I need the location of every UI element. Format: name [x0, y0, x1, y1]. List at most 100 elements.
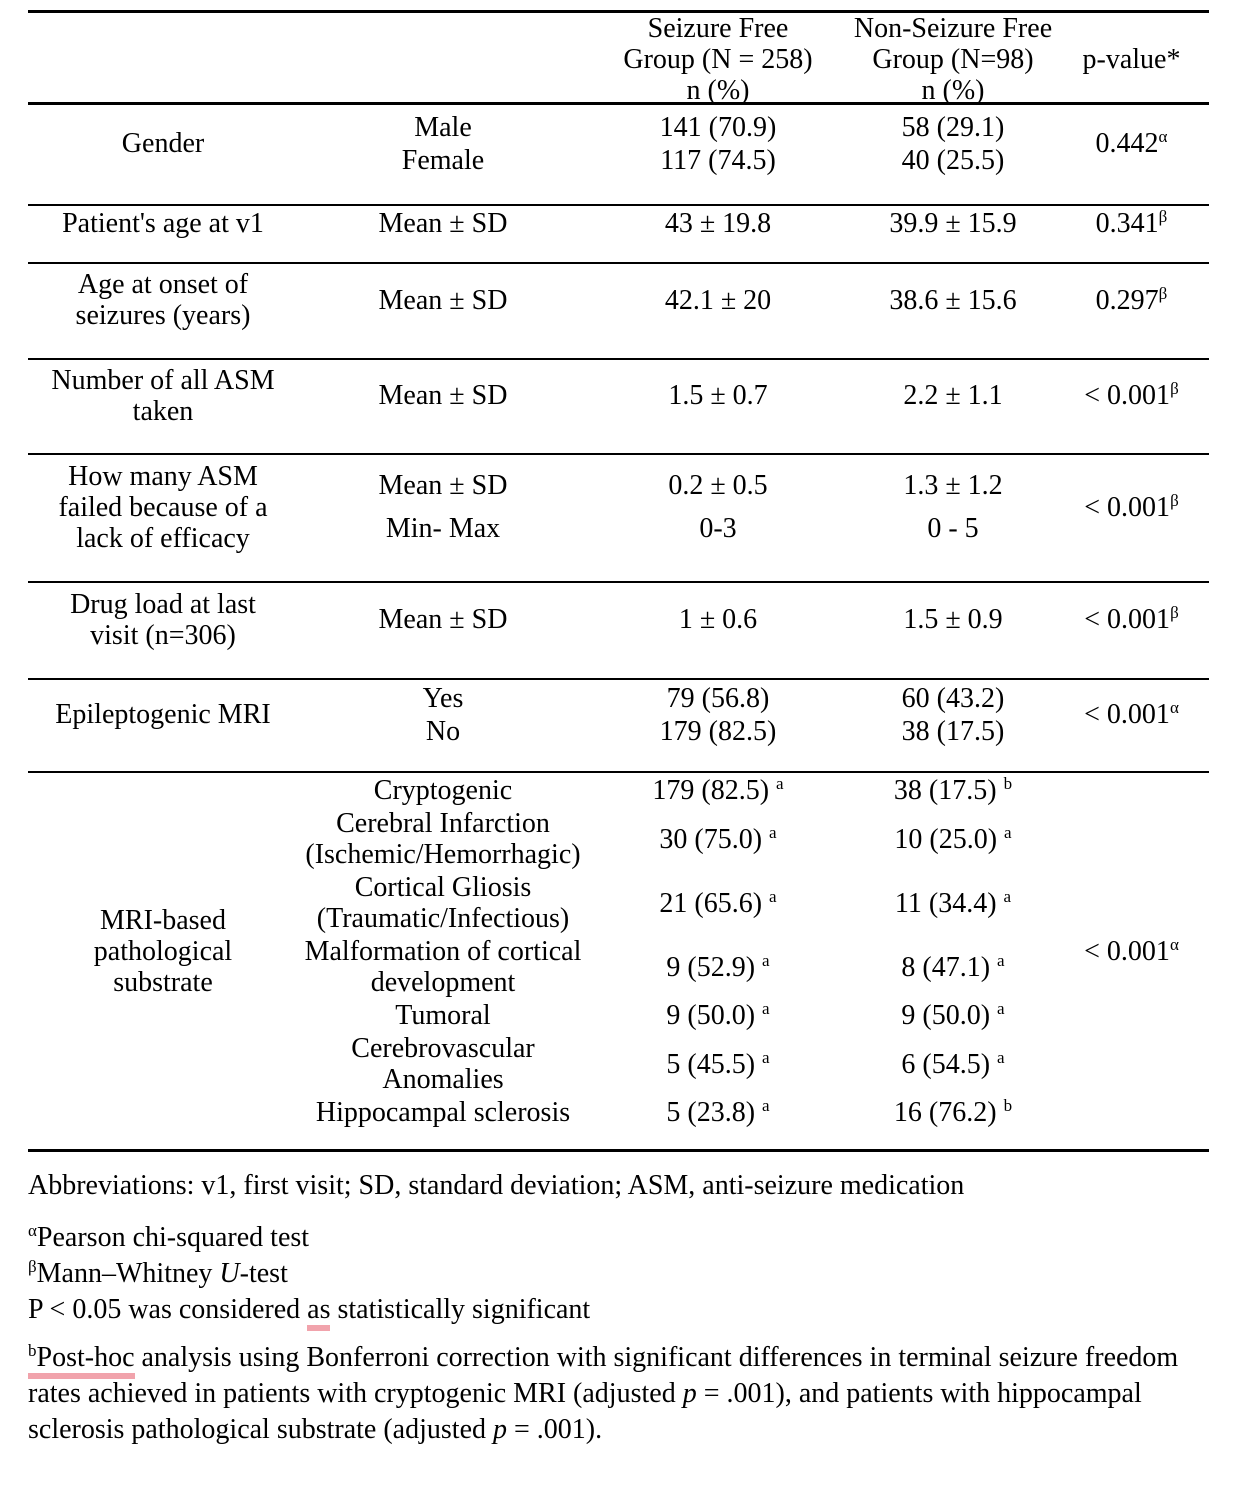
row-label: How many ASM failed because of a lack of… [58, 460, 268, 554]
row-label: Gender [121, 128, 205, 159]
u-test-italic: U [219, 1258, 240, 1289]
table-row: Hippocampal sclerosis 5 (23.8) a 16 (76.2… [298, 1097, 1058, 1128]
header-line: Seizure Free [647, 13, 789, 44]
posthoc-note: bPost-hoc analysis using Bonferroni corr… [28, 1341, 1179, 1445]
non-seizure-free-value: 2.2 ± 1.1 [903, 380, 1003, 411]
stat-type: Mean ± SD [378, 208, 508, 239]
table-row: Male 141 (70.9) 58 (29.1) [298, 112, 1058, 143]
grammar-underline-posthoc: bPost-hoc [28, 1342, 135, 1379]
seizure-free-value: 5 (23.8) a [666, 1096, 770, 1128]
header-seizure-free-group: Seizure Free Group (N = 258) n (%) [588, 13, 848, 106]
non-seizure-free-value: 16 (76.2) b [893, 1096, 1013, 1128]
stat-type: Mean ± SD [378, 380, 508, 411]
seizure-free-value: 30 (75.0) a [659, 822, 777, 855]
row-group-epileptogenic-mri: Epileptogenic MRI Yes 79 (56.8) 60 (43.2… [28, 680, 1209, 773]
seizure-free-value: 1.5 ± 0.7 [668, 380, 768, 411]
grammar-underline-as: as [307, 1294, 331, 1331]
stat-type: Mean ± SD [378, 470, 508, 501]
row-label: MRI-based pathological substrate [93, 905, 233, 998]
stat-type: Cryptogenic [373, 775, 513, 806]
table-header-row: Seizure Free Group (N = 258) n (%) Non-S… [28, 13, 1209, 106]
p-italic: p [682, 1378, 697, 1409]
non-seizure-free-value: 38.6 ± 15.6 [889, 284, 1017, 316]
table-row: Mean ± SD 43 ± 19.8 39.9 ± 15.9 [298, 208, 1058, 239]
p-value: < 0.001α [1084, 935, 1179, 967]
non-seizure-free-value: 38 (17.5) b [893, 774, 1013, 806]
table-row: No 179 (82.5) 38 (17.5) [298, 716, 1058, 747]
significance-superscript: a [1003, 886, 1012, 906]
p-value-superscript: α [1158, 127, 1168, 146]
significance-superscript: a [776, 774, 784, 793]
significance-superscript: a [769, 886, 777, 906]
non-seizure-free-value: 39.9 ± 15.9 [889, 208, 1017, 239]
non-seizure-free-value: 8 (47.1) a [901, 950, 1005, 983]
non-seizure-free-value: 40 (25.5) [901, 144, 1005, 176]
abbreviations-note: Abbreviations: v1, first visit; SD, stan… [28, 1170, 965, 1201]
significance-superscript: a [1004, 822, 1012, 842]
p-value: 0.341β [1095, 207, 1168, 239]
non-seizure-free-value: 0 - 5 [927, 513, 979, 544]
non-seizure-free-value: 1.3 ± 1.2 [903, 470, 1003, 501]
b-superscript: b [28, 1341, 37, 1360]
stat-type: No [425, 715, 461, 747]
p-value-superscript: α [1169, 935, 1179, 954]
p-value-superscript: α [1169, 698, 1179, 717]
seizure-free-value: 0.2 ± 0.5 [668, 470, 768, 501]
row-group-drug-load: Drug load at last visit (n=306) Mean ± S… [28, 583, 1209, 680]
statistical-test-notes: αPearson chi-squared test βMann–Whitney … [28, 1220, 1208, 1331]
p-value-superscript: β [1158, 207, 1168, 226]
alpha-superscript: α [28, 1221, 37, 1240]
p-value: < 0.001β [1084, 603, 1179, 635]
table-row: Yes 79 (56.8) 60 (43.2) [298, 683, 1058, 714]
p-value: < 0.001β [1084, 490, 1179, 523]
non-seizure-free-value: 60 (43.2) [901, 682, 1005, 714]
significance-superscript: b [1003, 774, 1013, 793]
table-row: Mean ± SD 0.2 ± 0.5 1.3 ± 1.2 [298, 470, 1058, 501]
p-value-superscript: β [1170, 603, 1179, 622]
seizure-free-value: 43 ± 19.8 [664, 208, 772, 239]
row-label: Patient's age at v1 [62, 208, 264, 239]
non-seizure-free-value: 11 (34.4) a [894, 886, 1012, 919]
non-seizure-free-value: 9 (50.0) a [901, 999, 1005, 1031]
significance-superscript: a [762, 1096, 770, 1115]
significance-superscript: a [997, 999, 1005, 1018]
table-row: Min- Max 0-3 0 - 5 [298, 513, 1058, 544]
p-value-superscript: β [1170, 379, 1179, 398]
stat-type: Cortical Gliosis (Traumatic/Infectious) [316, 872, 570, 934]
row-label: Epileptogenic MRI [55, 699, 271, 730]
non-seizure-free-value: 58 (29.1) [901, 111, 1005, 143]
row-label: Age at onset of seizures (years) [75, 269, 251, 331]
beta-superscript: β [28, 1257, 37, 1276]
non-seizure-free-value: 10 (25.0) a [894, 822, 1012, 855]
seizure-free-value: 179 (82.5) [659, 715, 777, 747]
row-group-gender: Gender Male 141 (70.9) 58 (29.1) Female … [28, 105, 1209, 206]
p-value-superscript: β [1170, 490, 1179, 510]
header-line: Non-Seizure Free [853, 13, 1053, 44]
row-label: Drug load at last visit (n=306) [70, 588, 256, 651]
seizure-free-value: 9 (50.0) a [666, 999, 770, 1031]
table-row: Cerebral Infarction (Ischemic/Hemorrhagi… [298, 808, 1058, 870]
table-row: Cerebrovascular Anomalies 5 (45.5) a 6 (5… [298, 1033, 1058, 1095]
table-row: Mean ± SD 42.1 ± 20 38.6 ± 15.6 [298, 285, 1058, 316]
stat-type: Cerebral Infarction (Ischemic/Hemorrhagi… [305, 808, 581, 870]
table-row: Cryptogenic 179 (82.5) a 38 (17.5) b [298, 775, 1058, 806]
header-line: n (%) [921, 75, 985, 106]
seizure-free-value: 0-3 [699, 513, 737, 544]
p-italic: p [493, 1414, 507, 1445]
significance-threshold-note: P < 0.05 was considered as statistically… [28, 1292, 1208, 1331]
seizure-free-value: 179 (82.5) a [652, 774, 784, 806]
header-line: n (%) [686, 75, 750, 106]
row-group-asm-failed: How many ASM failed because of a lack of… [28, 455, 1209, 583]
seizure-free-value: 9 (52.9) a [666, 950, 770, 983]
seizure-free-value: 21 (65.6) a [659, 886, 777, 919]
table-row: Tumoral 9 (50.0) a 9 (50.0) a [298, 1000, 1058, 1031]
row-group-age-v1: Patient's age at v1 Mean ± SD 43 ± 19.8 … [28, 206, 1209, 264]
header-p-value: p-value* [1082, 44, 1181, 75]
stat-type: Hippocampal sclerosis [315, 1097, 571, 1128]
stat-type: Tumoral [395, 1000, 491, 1031]
p-value-superscript: β [1158, 283, 1168, 303]
significance-superscript: a [762, 1047, 770, 1067]
table-row: Mean ± SD 1.5 ± 0.7 2.2 ± 1.1 [298, 380, 1058, 411]
document-page: Seizure Free Group (N = 258) n (%) Non-S… [0, 10, 1234, 1490]
stat-type: Cerebrovascular Anomalies [351, 1033, 535, 1095]
